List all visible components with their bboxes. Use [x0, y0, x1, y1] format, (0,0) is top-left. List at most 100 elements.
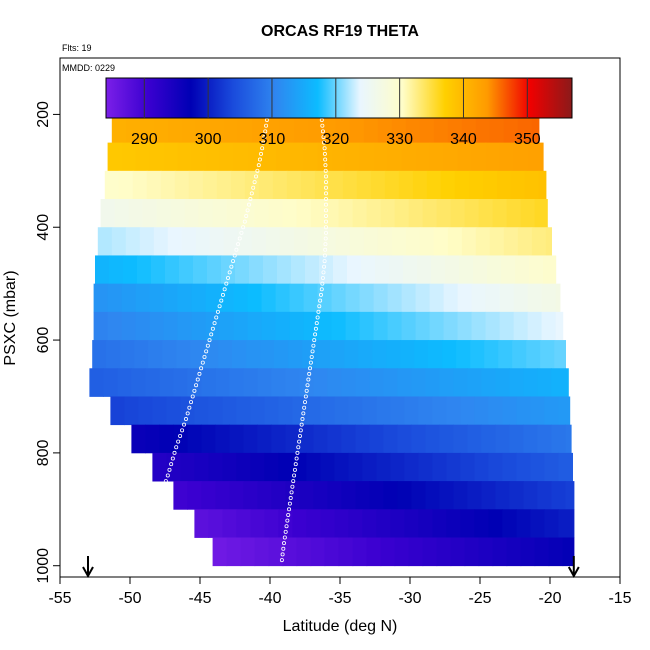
heatmap-cell	[387, 142, 403, 172]
heatmap-cell	[419, 114, 435, 144]
heatmap-cell	[233, 283, 249, 313]
heatmap-cell	[324, 537, 340, 567]
y-tick-label: 600	[35, 327, 52, 354]
track-point	[261, 140, 266, 145]
track-point	[242, 219, 247, 224]
heatmap-cell	[474, 452, 489, 482]
heatmap-cell	[292, 509, 307, 538]
heatmap-cell	[415, 311, 431, 341]
heatmap-cell	[495, 481, 510, 510]
heatmap-cell	[537, 368, 552, 397]
track-point	[321, 134, 326, 139]
track-point	[236, 242, 241, 247]
heatmap-cell	[195, 227, 211, 256]
heatmap-cell	[243, 424, 258, 454]
heatmap-cell	[271, 368, 286, 397]
track-point	[165, 473, 170, 478]
heatmap-cell	[384, 170, 400, 200]
heatmap-cell	[100, 199, 116, 228]
heatmap-cell	[433, 114, 449, 144]
heatmap-cell	[503, 114, 519, 144]
track-point	[234, 247, 239, 252]
heatmap-cell	[352, 199, 368, 228]
heatmap-cell	[471, 283, 487, 313]
heatmap-cell	[432, 396, 447, 426]
heatmap-cell	[443, 142, 459, 172]
track-point	[321, 270, 326, 275]
heatmap-cell	[485, 142, 501, 172]
colorbar-tick-label: 350	[514, 131, 541, 148]
heatmap-cell	[306, 396, 321, 426]
heatmap-cell	[464, 537, 480, 567]
heatmap-cell	[453, 368, 468, 397]
track-point	[323, 242, 328, 247]
heatmap-cell	[93, 283, 109, 313]
heatmap-cell	[348, 509, 363, 538]
heatmap-cell	[377, 227, 393, 256]
heatmap-cell	[307, 114, 323, 144]
heatmap-cell	[246, 340, 261, 369]
heatmap-cell	[145, 424, 160, 454]
heatmap-cell	[558, 452, 573, 482]
heatmap-cell	[121, 311, 137, 341]
heatmap-cell	[481, 481, 496, 510]
heatmap-cell	[489, 227, 505, 256]
heatmap-cell	[209, 227, 225, 256]
track-point	[172, 450, 177, 455]
heatmap-cell	[180, 452, 195, 482]
x-tick-label: -30	[398, 590, 421, 607]
track-point	[219, 298, 224, 303]
colorbar-tick-label: 300	[195, 131, 222, 148]
colorbar-tick-label: 290	[131, 131, 158, 148]
track-point	[289, 490, 294, 495]
heatmap-cell	[447, 227, 463, 256]
heatmap-cell	[502, 509, 517, 538]
heatmap-cell	[285, 368, 300, 397]
y-tick-label: 1000	[35, 548, 52, 584]
heatmap-cell	[442, 340, 457, 369]
track-point	[293, 462, 298, 467]
heatmap-cell	[478, 537, 494, 567]
heatmap-cell	[516, 452, 531, 482]
heatmap-cell	[404, 509, 419, 538]
x-axis-label: Latitude (deg N)	[283, 618, 398, 635]
heatmap-cell	[109, 255, 124, 285]
heatmap-cell	[201, 368, 216, 397]
track-point	[167, 467, 172, 472]
track-point	[185, 411, 190, 416]
track-point	[215, 309, 220, 314]
heatmap-cell	[380, 537, 396, 567]
heatmap-cell	[268, 537, 284, 567]
track-point	[143, 539, 148, 544]
track-point	[296, 445, 301, 450]
track-point	[298, 428, 303, 433]
heatmap-cell	[286, 170, 302, 200]
heatmap-cell	[120, 340, 135, 369]
track-point	[170, 456, 175, 461]
heatmap-cell	[418, 509, 433, 538]
heatmap-cell	[457, 311, 473, 341]
heatmap-cell	[316, 340, 331, 369]
heatmap-cell	[265, 114, 281, 144]
heatmap-cell	[403, 255, 418, 285]
track-point	[169, 462, 174, 467]
heatmap-cell	[229, 424, 244, 454]
heatmap-cell	[454, 170, 470, 200]
track-point	[159, 490, 164, 495]
track-point	[297, 439, 302, 444]
heatmap-cell	[408, 199, 424, 228]
heatmap-cell	[118, 170, 134, 200]
heatmap-cell	[506, 537, 522, 567]
position-markers	[82, 556, 580, 579]
heatmap-cell	[184, 199, 200, 228]
heatmap-cell	[394, 199, 410, 228]
heatmap-cell	[257, 368, 272, 397]
marker-arrow-head	[567, 566, 580, 579]
heatmap-cell	[303, 283, 319, 313]
heatmap-cell	[551, 424, 566, 454]
track-point	[224, 281, 229, 286]
heatmap-cell	[366, 199, 382, 228]
x-tick-label: -55	[48, 590, 71, 607]
heatmap-cell	[260, 340, 275, 369]
heatmap-cell	[411, 424, 426, 454]
